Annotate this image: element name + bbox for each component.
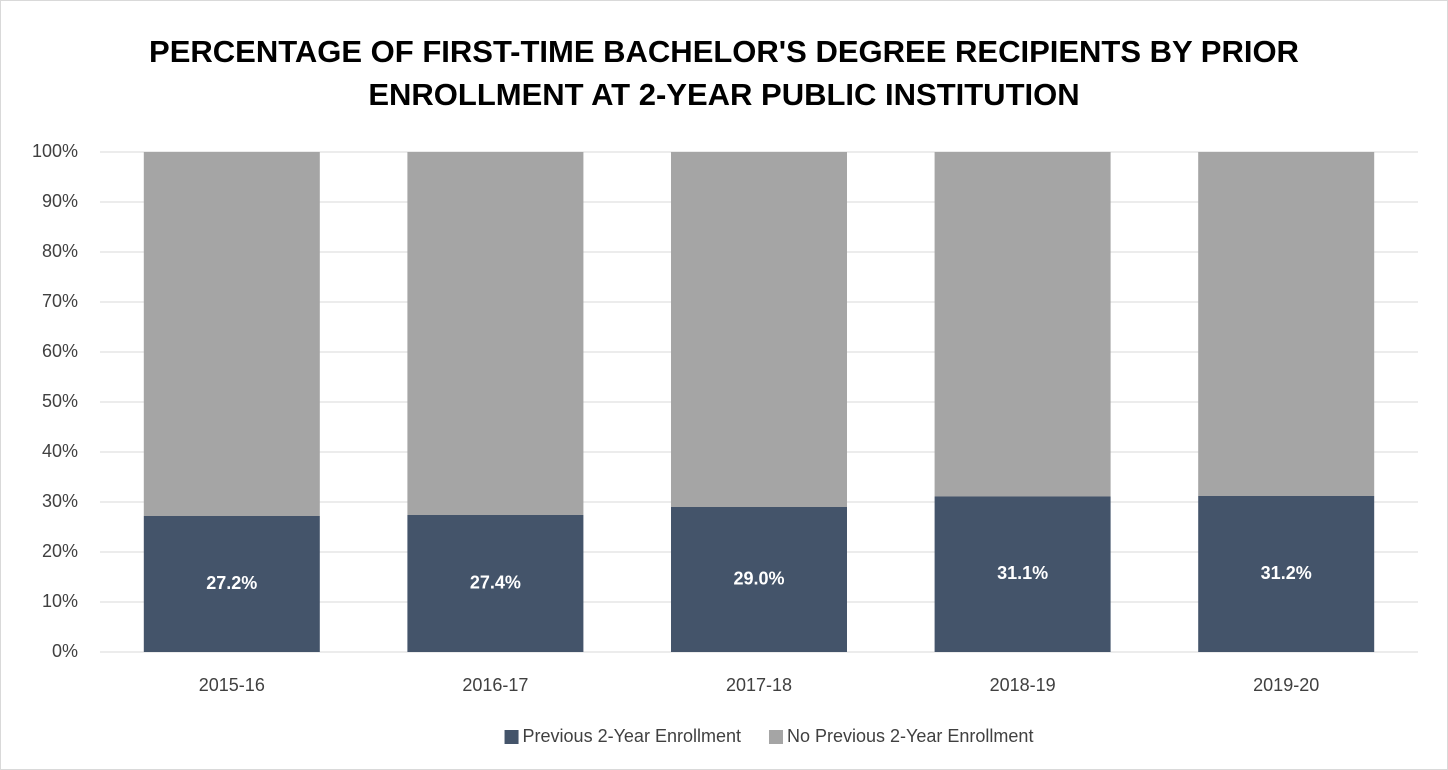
y-tick-label: 60% bbox=[42, 341, 78, 361]
bar-segment bbox=[671, 507, 847, 652]
y-tick-label: 80% bbox=[42, 241, 78, 261]
x-tick-label: 2018-19 bbox=[990, 675, 1056, 695]
bar-segment bbox=[143, 516, 320, 652]
data-label: 27.2% bbox=[206, 573, 257, 593]
bar-segment bbox=[1198, 152, 1375, 496]
bar-segment bbox=[407, 152, 584, 515]
y-tick-label: 30% bbox=[42, 491, 78, 511]
y-tick-label: 90% bbox=[42, 191, 78, 211]
y-tick-label: 0% bbox=[52, 641, 78, 661]
data-label: 29.0% bbox=[733, 568, 784, 588]
x-tick-label: 2017-18 bbox=[726, 675, 792, 695]
data-label: 31.1% bbox=[997, 563, 1048, 583]
data-label: 31.2% bbox=[1261, 563, 1312, 583]
legend-swatch bbox=[504, 730, 519, 744]
data-label: 27.4% bbox=[470, 572, 521, 592]
bar-segment bbox=[934, 496, 1111, 652]
x-tick-label: 2015-16 bbox=[199, 675, 265, 695]
y-tick-label: 50% bbox=[42, 391, 78, 411]
x-tick-label: 2019-20 bbox=[1253, 675, 1319, 695]
chart-title: PERCENTAGE OF FIRST-TIME BACHELOR'S DEGR… bbox=[149, 34, 1299, 112]
x-tick-label: 2016-17 bbox=[462, 675, 528, 695]
y-tick-label: 100% bbox=[32, 141, 78, 161]
bar-segment bbox=[934, 152, 1111, 497]
y-tick-label: 70% bbox=[42, 291, 78, 311]
legend-label: Previous 2-Year Enrollment bbox=[523, 726, 741, 746]
bar-segment bbox=[671, 152, 847, 507]
legend-swatch bbox=[768, 730, 783, 744]
bar-segment bbox=[407, 515, 584, 652]
bar-segment bbox=[143, 152, 320, 516]
y-tick-label: 40% bbox=[42, 441, 78, 461]
y-tick-label: 20% bbox=[42, 541, 78, 561]
y-tick-label: 10% bbox=[42, 591, 78, 611]
bar-segment bbox=[1198, 496, 1375, 652]
legend-label: No Previous 2-Year Enrollment bbox=[787, 726, 1033, 746]
